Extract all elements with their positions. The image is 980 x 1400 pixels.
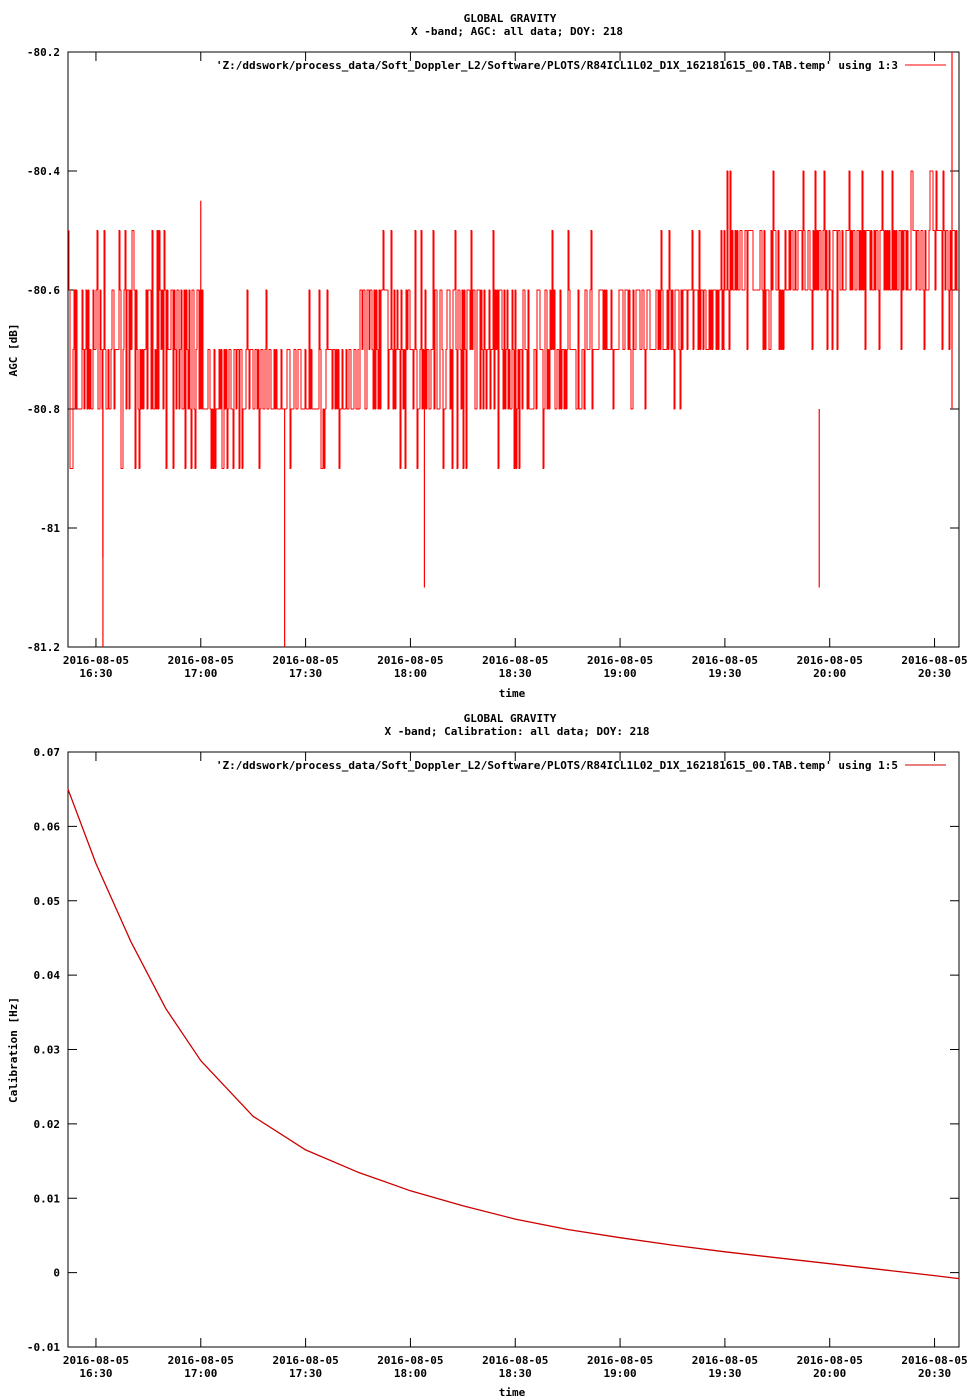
cal-y-axis-label: Calibration [Hz] bbox=[7, 997, 20, 1103]
x-tick-date-label: 2016-08-05 bbox=[797, 1354, 863, 1367]
x-tick-date-label: 2016-08-05 bbox=[272, 1354, 338, 1367]
x-tick-date-label: 2016-08-05 bbox=[377, 654, 443, 667]
agc-y-axis-label: AGC [dB] bbox=[7, 324, 20, 377]
x-tick-time-label: 19:00 bbox=[604, 667, 637, 680]
x-tick-time-label: 19:30 bbox=[708, 1367, 741, 1380]
y-tick-label: -80.6 bbox=[27, 284, 60, 297]
x-tick-date-label: 2016-08-05 bbox=[168, 1354, 234, 1367]
x-tick-date-label: 2016-08-05 bbox=[692, 654, 758, 667]
x-tick-date-label: 2016-08-05 bbox=[587, 654, 653, 667]
cal-series-trace bbox=[67, 788, 960, 1280]
y-tick-label: 0.07 bbox=[34, 746, 61, 759]
agc-series-trace bbox=[68, 52, 959, 647]
x-tick-time-label: 18:30 bbox=[499, 667, 532, 680]
x-tick-time-label: 19:30 bbox=[708, 667, 741, 680]
cal-chart-subtitle: X -band; Calibration: all data; DOY: 218 bbox=[385, 725, 650, 738]
agc-chart-title: GLOBAL GRAVITY bbox=[464, 12, 557, 25]
cal-x-axis: 2016-08-0516:302016-08-0517:002016-08-05… bbox=[63, 752, 968, 1380]
cal-plot-frame bbox=[67, 751, 960, 1348]
x-tick-time-label: 17:30 bbox=[289, 667, 322, 680]
x-tick-date-label: 2016-08-05 bbox=[168, 654, 234, 667]
y-tick-label: 0.04 bbox=[34, 969, 61, 982]
agc-x-axis-label: time bbox=[499, 687, 526, 700]
x-tick-date-label: 2016-08-05 bbox=[63, 1354, 129, 1367]
x-tick-date-label: 2016-08-05 bbox=[901, 1354, 967, 1367]
x-tick-time-label: 20:00 bbox=[813, 667, 846, 680]
x-tick-time-label: 20:30 bbox=[918, 667, 951, 680]
x-tick-date-label: 2016-08-05 bbox=[377, 1354, 443, 1367]
cal-chart-title: GLOBAL GRAVITY bbox=[464, 712, 557, 725]
agc-series-line bbox=[68, 170, 959, 469]
cal-x-axis-label: time bbox=[499, 1386, 526, 1399]
cal-legend-label: 'Z:/ddswork/process_data/Soft_Doppler_L2… bbox=[216, 759, 898, 772]
x-tick-date-label: 2016-08-05 bbox=[272, 654, 338, 667]
x-tick-time-label: 18:00 bbox=[394, 1367, 427, 1380]
x-tick-time-label: 16:30 bbox=[79, 667, 112, 680]
y-tick-label: 0.01 bbox=[34, 1192, 61, 1205]
x-tick-time-label: 17:30 bbox=[289, 1367, 322, 1380]
agc-x-axis: 2016-08-0516:302016-08-0517:002016-08-05… bbox=[63, 52, 968, 680]
x-tick-date-label: 2016-08-05 bbox=[482, 654, 548, 667]
agc-chart-subtitle: X -band; AGC: all data; DOY: 218 bbox=[411, 25, 623, 38]
y-tick-label: 0.03 bbox=[34, 1044, 61, 1057]
x-tick-time-label: 20:30 bbox=[918, 1367, 951, 1380]
calibration-series-line bbox=[67, 788, 960, 1280]
y-tick-label: 0.06 bbox=[34, 820, 61, 833]
x-tick-date-label: 2016-08-05 bbox=[63, 654, 129, 667]
y-tick-label: 0.05 bbox=[34, 895, 61, 908]
x-tick-date-label: 2016-08-05 bbox=[901, 654, 967, 667]
y-tick-label: 0 bbox=[53, 1267, 60, 1280]
x-tick-date-label: 2016-08-05 bbox=[482, 1354, 548, 1367]
y-tick-label: -80.8 bbox=[27, 403, 60, 416]
x-tick-time-label: 18:30 bbox=[499, 1367, 532, 1380]
x-tick-time-label: 16:30 bbox=[79, 1367, 112, 1380]
x-tick-time-label: 18:00 bbox=[394, 667, 427, 680]
y-tick-label: -80.2 bbox=[27, 46, 60, 59]
x-tick-time-label: 17:00 bbox=[184, 667, 217, 680]
y-tick-label: -0.01 bbox=[27, 1341, 60, 1354]
agc-panel: GLOBAL GRAVITY X -band; AGC: all data; D… bbox=[7, 12, 968, 700]
cal-y-axis: 0.07 0.06 0.05 0.04 0.03 0.02 0.01 0 -0.01 bbox=[27, 746, 959, 1354]
x-tick-date-label: 2016-08-05 bbox=[587, 1354, 653, 1367]
x-tick-date-label: 2016-08-05 bbox=[692, 1354, 758, 1367]
y-tick-label: -80.4 bbox=[27, 165, 60, 178]
x-tick-time-label: 19:00 bbox=[604, 1367, 637, 1380]
x-tick-time-label: 20:00 bbox=[813, 1367, 846, 1380]
x-tick-time-label: 17:00 bbox=[184, 1367, 217, 1380]
calibration-panel: GLOBAL GRAVITY X -band; Calibration: all… bbox=[7, 712, 968, 1399]
x-tick-date-label: 2016-08-05 bbox=[797, 654, 863, 667]
agc-plot-frame bbox=[67, 51, 960, 648]
y-tick-label: 0.02 bbox=[34, 1118, 61, 1131]
y-tick-label: -81 bbox=[40, 522, 60, 535]
agc-legend-label: 'Z:/ddswork/process_data/Soft_Doppler_L2… bbox=[216, 59, 898, 72]
y-tick-label: -81.2 bbox=[27, 641, 60, 654]
